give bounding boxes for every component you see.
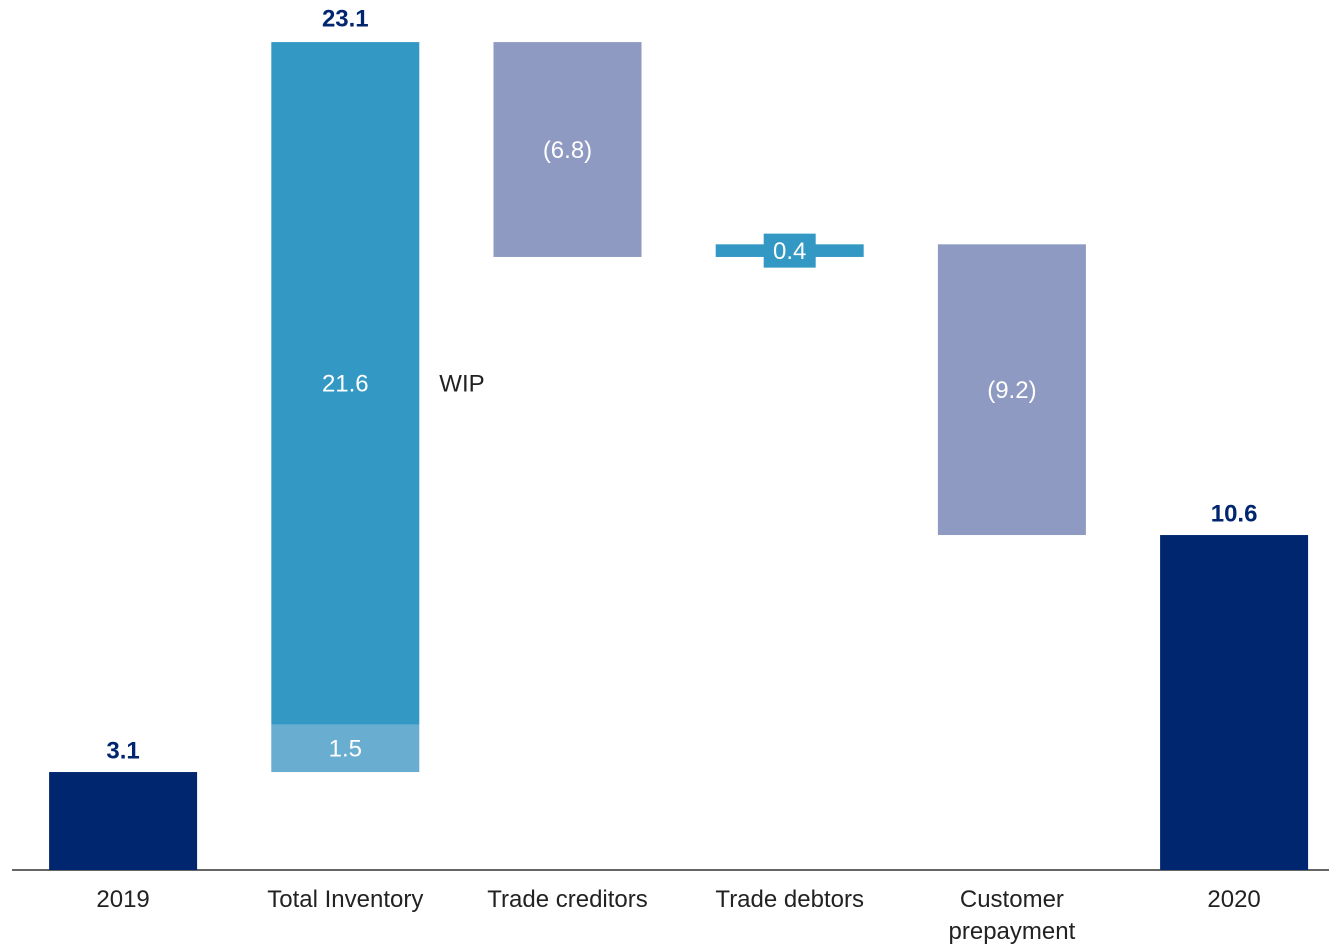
label-box xyxy=(763,233,816,268)
bar-segment xyxy=(937,244,1086,536)
value-label: 0.4 xyxy=(773,238,806,265)
total-label: 23.1 xyxy=(322,5,369,32)
x-tick-label: Customer prepayment xyxy=(948,886,1076,945)
annotation: WIP xyxy=(439,371,484,398)
bar-segment xyxy=(271,42,420,725)
x-tick-label: Total Inventory xyxy=(267,886,424,913)
total-label: 10.6 xyxy=(1211,500,1258,527)
bar-segment xyxy=(493,42,642,257)
value-label: 21.6 xyxy=(322,371,369,398)
value-label: 1.5 xyxy=(329,736,362,763)
x-tick-label: 2020 xyxy=(1207,886,1261,913)
value-label: (9.2) xyxy=(987,377,1036,404)
bar-segment xyxy=(1160,535,1309,870)
bar-segment xyxy=(271,724,420,773)
bar-segment xyxy=(49,772,198,870)
x-tick-label: Trade debtors xyxy=(715,886,864,913)
value-label: (6.8) xyxy=(543,137,592,164)
x-tick-label: 2019 xyxy=(96,886,150,913)
x-tick-label: Trade creditors xyxy=(487,886,648,913)
total-label: 3.1 xyxy=(106,737,139,764)
